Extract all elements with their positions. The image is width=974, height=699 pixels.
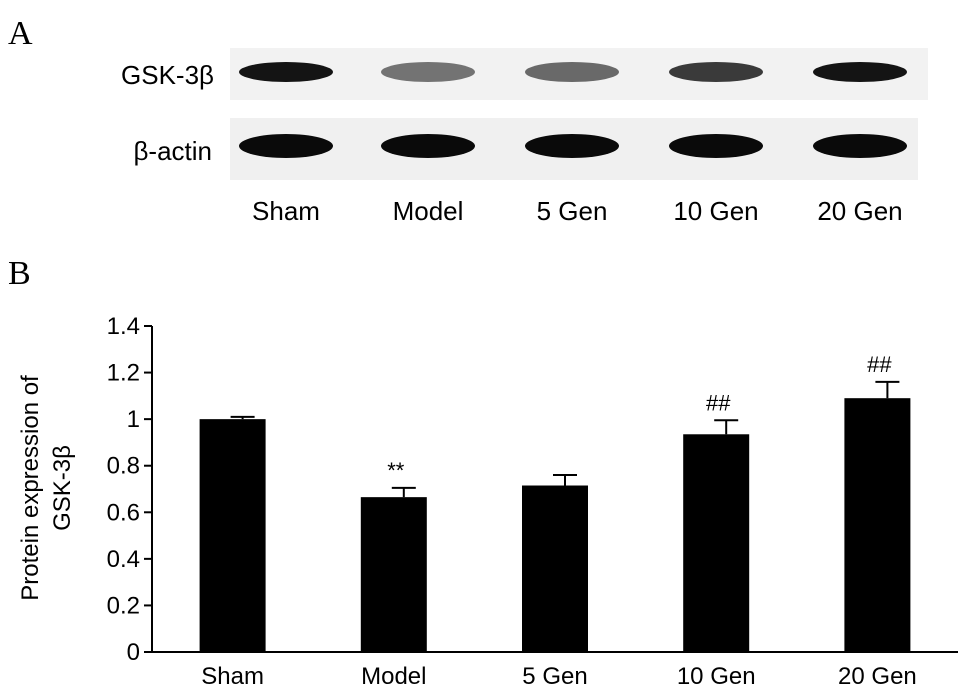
blot-band-gsk3b-2 [525,62,619,82]
blot-label-gsk3b: GSK-3β [121,60,214,90]
y-tick-label: 0 [127,639,140,666]
significance-mark: ** [387,458,405,483]
bar [522,485,588,652]
blot-band-actin-4 [813,134,907,158]
bar [844,398,911,652]
y-tick-label: 1 [127,406,140,433]
bar [199,419,266,652]
blot-band-gsk3b-0 [239,62,333,82]
blot-band-actin-1 [381,134,475,158]
lane-label-model: Model [393,196,464,226]
x-tick-label: 10 Gen [677,663,756,690]
x-tick-label: 5 Gen [522,663,587,690]
x-tick-label: Sham [201,663,264,690]
bar [360,497,427,652]
significance-mark: ## [867,352,892,377]
blot-bands [239,62,907,158]
y-tick-label: 0.6 [107,499,140,526]
panel-b-letter: B [8,255,31,292]
y-axis-title: Protein expression of GSK-3β [17,375,76,601]
y-tick-label: 1.2 [107,360,140,387]
blot-band-actin-3 [669,134,763,158]
y-tick-label: 0.2 [107,592,140,619]
blot-band-gsk3b-3 [669,62,763,82]
panel-a-letter: A [8,15,33,52]
x-tick-label: 20 Gen [838,663,917,690]
blot-label-actin: β-actin [133,136,212,166]
bar [683,434,750,652]
blot-band-actin-2 [525,134,619,158]
blot-band-gsk3b-1 [381,62,475,82]
y-tick-label: 0.8 [107,453,140,480]
y-axis-title-line2: GSK-3β [49,445,76,531]
western-blot: GSK-3β β-actin Sham Model 5 Gen 10 Gen 2… [121,48,928,226]
blot-band-actin-0 [239,134,333,158]
lane-label-10gen: 10 Gen [673,196,758,226]
y-tick-label: 0.4 [107,546,140,573]
lane-label-5gen: 5 Gen [537,196,608,226]
blot-band-gsk3b-4 [813,62,907,82]
significance-mark: ## [706,390,731,415]
bar-chart: 0 0.2 0.4 0.6 0.8 1 1.2 1.4 Sham ** Model 5 Gen ## 10… [107,313,958,690]
y-tick-label: 1.4 [107,313,140,340]
lane-label-20gen: 20 Gen [817,196,902,226]
x-tick-label: Model [361,663,426,690]
y-axis-title-line1: Protein expression of [17,375,44,601]
lane-label-sham: Sham [252,196,320,226]
